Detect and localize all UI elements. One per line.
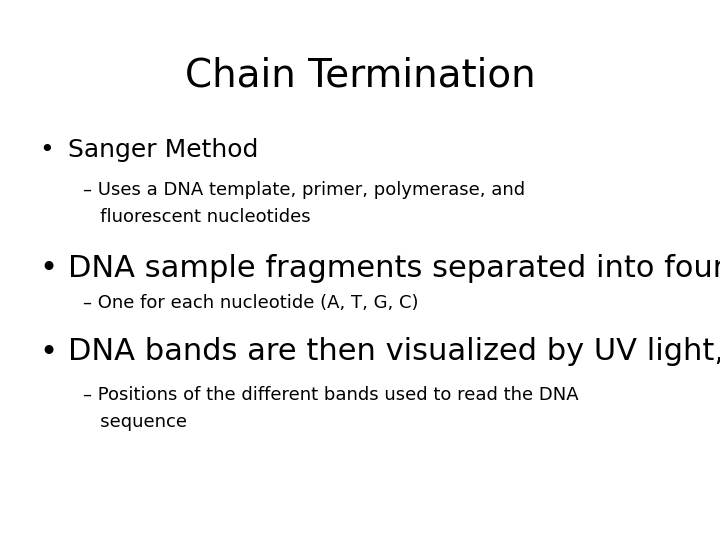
Text: •: • bbox=[40, 254, 58, 283]
Text: DNA bands are then visualized by UV light,: DNA bands are then visualized by UV ligh… bbox=[68, 338, 720, 367]
Text: DNA sample fragments separated into four lanes: DNA sample fragments separated into four… bbox=[68, 254, 720, 283]
Text: sequence: sequence bbox=[83, 413, 186, 431]
Text: •: • bbox=[40, 338, 58, 367]
Text: fluorescent nucleotides: fluorescent nucleotides bbox=[83, 208, 310, 226]
Text: – Positions of the different bands used to read the DNA: – Positions of the different bands used … bbox=[83, 386, 578, 404]
Text: – One for each nucleotide (A, T, G, C): – One for each nucleotide (A, T, G, C) bbox=[83, 294, 418, 312]
Text: Sanger Method: Sanger Method bbox=[68, 138, 258, 161]
Text: – Uses a DNA template, primer, polymerase, and: – Uses a DNA template, primer, polymeras… bbox=[83, 181, 525, 199]
Text: Chain Termination: Chain Termination bbox=[185, 57, 535, 94]
Text: •: • bbox=[40, 138, 54, 161]
